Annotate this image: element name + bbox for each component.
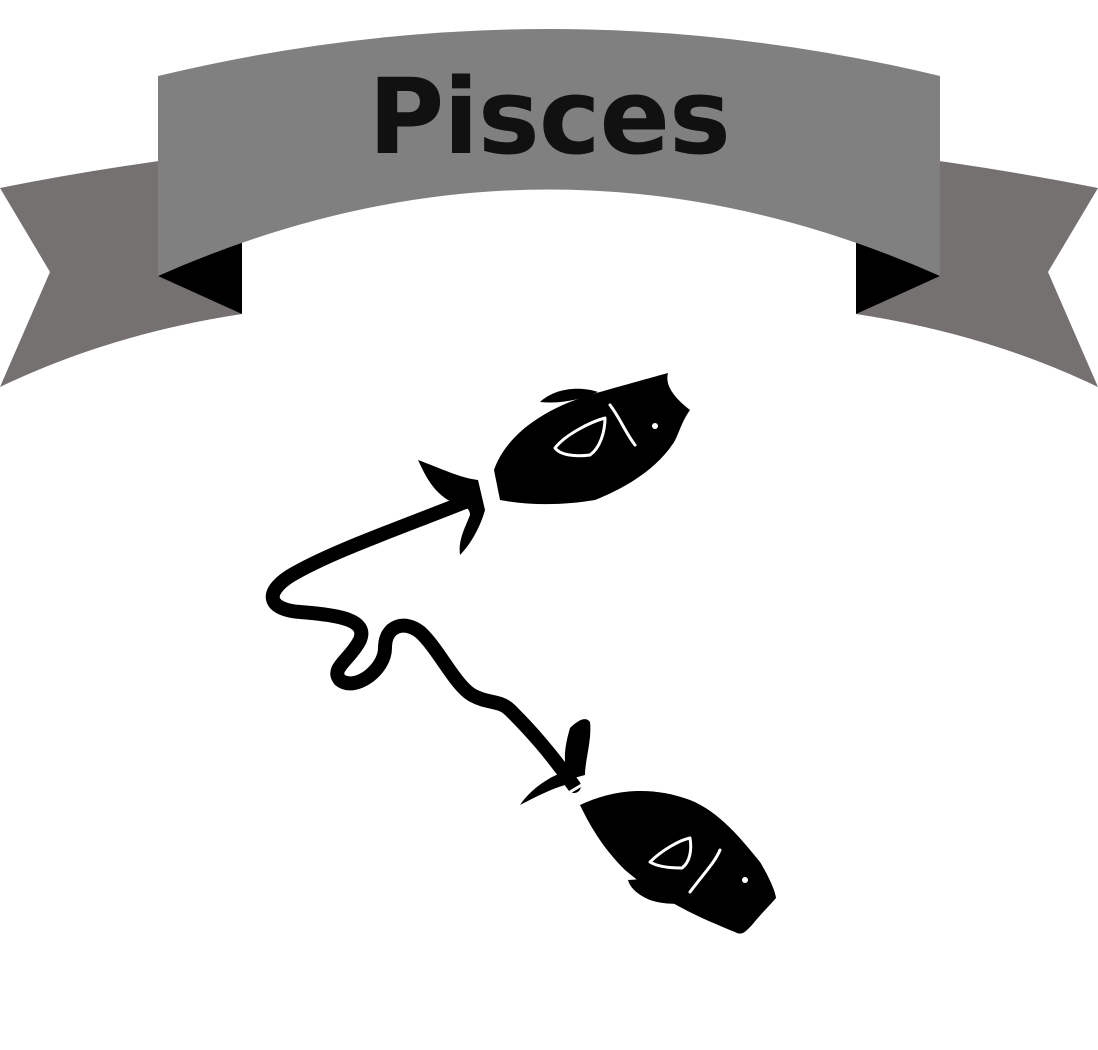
upper-fish-gill [608, 403, 637, 447]
upper-fish-fin [540, 388, 598, 403]
lower-fish-pectoral-fin [648, 836, 693, 870]
ribbon-left-fold [158, 238, 242, 314]
upper-fish-pectoral-fin [553, 416, 607, 458]
fish-cord [265, 493, 581, 793]
upper-fish-band [476, 467, 501, 507]
lower-fish-tail [564, 719, 591, 778]
lower-fish-gill [688, 848, 722, 894]
upper-fish-eye [652, 423, 658, 429]
lower-fish [520, 719, 776, 934]
ribbon-main-band [158, 29, 940, 276]
ribbon-right-fold [856, 238, 940, 314]
banner-title: Pisces [368, 56, 731, 178]
lower-fish-tail-lower [520, 770, 570, 805]
lower-fish-fin [628, 879, 700, 904]
upper-fish-tail [418, 460, 485, 555]
upper-fish-body [494, 373, 690, 505]
lower-fish-eye [742, 877, 748, 883]
upper-fish [418, 373, 690, 555]
lower-fish-band [569, 772, 605, 802]
lower-fish-body [580, 790, 776, 934]
